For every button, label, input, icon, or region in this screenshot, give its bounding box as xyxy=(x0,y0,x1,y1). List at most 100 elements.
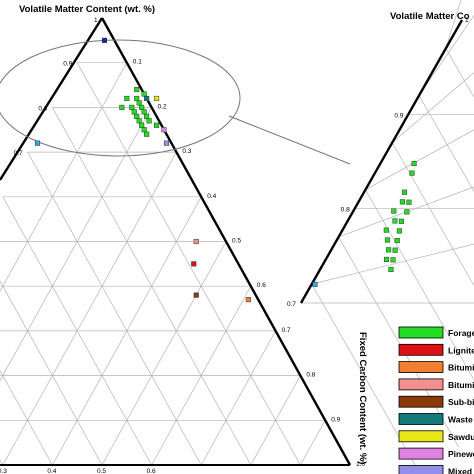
data-point xyxy=(34,140,41,146)
grid-line xyxy=(0,459,4,466)
zoom-data-point xyxy=(406,199,412,205)
data-point xyxy=(134,86,140,93)
data-point xyxy=(144,131,150,137)
zoom-grid-line xyxy=(365,189,474,381)
data-point xyxy=(245,297,251,303)
right-tick-label: 0.8 xyxy=(306,372,315,379)
zoom-grid-line xyxy=(418,95,474,193)
main-chart-title: Volatile Matter Content (wt. %) xyxy=(19,4,155,15)
zoom-grid-line xyxy=(338,236,459,448)
legend-label: Forage xyxy=(448,328,474,338)
legend-swatch xyxy=(398,378,444,391)
bottom-tick-label: 0.4 xyxy=(47,468,56,474)
zoom-grid xyxy=(301,0,474,474)
zoom-data-point xyxy=(383,227,389,233)
legend-swatch xyxy=(398,395,444,408)
left-tick-label: 0.9 xyxy=(63,61,72,68)
legend-label: Bitumin xyxy=(448,380,474,390)
data-point xyxy=(144,95,150,102)
zoom-triangle-frame xyxy=(299,19,464,304)
right-tick-label: 0.1 xyxy=(133,59,142,66)
zoom-data-point xyxy=(312,281,318,287)
grid-line xyxy=(2,151,177,466)
grid-line xyxy=(27,151,202,466)
data-point xyxy=(191,261,197,267)
data-point xyxy=(136,100,142,106)
bottom-tick-label: 0.6 xyxy=(147,468,156,474)
legend: Forage Lignite Bitumin Bitumin Sub-bit Waste S… xyxy=(398,326,474,474)
right-tick-label: 0.4 xyxy=(207,193,216,200)
zoom-grid-line xyxy=(392,72,474,143)
zoom-grid-line xyxy=(365,129,474,191)
zoom-data-point xyxy=(384,237,391,243)
bottom-tick-label: 0.5 xyxy=(97,468,106,474)
data-point xyxy=(129,104,135,110)
grid-line xyxy=(300,420,326,466)
right-tick-label: 0.6 xyxy=(257,282,266,289)
data-point xyxy=(136,118,142,124)
legend-swatch xyxy=(398,430,444,443)
zoom-data-point xyxy=(401,189,408,195)
zoom-data-point xyxy=(411,160,417,167)
zoom-left-tick-label: 0.9 xyxy=(394,112,403,119)
legend-swatch xyxy=(398,343,444,356)
grid-line xyxy=(0,280,103,466)
legend-swatch xyxy=(398,413,444,425)
data-point xyxy=(154,95,160,102)
right-tick-label: 0.7 xyxy=(282,327,291,334)
data-point xyxy=(134,95,140,102)
right-tick-label: 0.5 xyxy=(232,238,241,245)
data-point xyxy=(131,109,137,115)
legend-swatch xyxy=(398,447,444,460)
zoom-grid-line xyxy=(445,0,462,49)
zoom-data-point xyxy=(391,208,397,214)
legend-swatch xyxy=(398,326,444,339)
main-apex-label: 1 xyxy=(94,17,98,24)
main-grid xyxy=(0,62,350,466)
legend-label: Sawdu xyxy=(448,432,474,442)
main-tick-labels: 0.9 0.8 0.7 0.1 0.2 0.3 0.4 0.5 0.6 0.7 0.8 0.9 1.0 0… xyxy=(0,59,365,474)
bottom-tick-label: 0.3 xyxy=(0,468,7,474)
legend-label: Lignite xyxy=(448,345,474,355)
zoom-grid-line xyxy=(391,142,474,287)
legend-label: Waste xyxy=(448,415,473,425)
zoom-data-point xyxy=(390,257,396,263)
zoom-data-point xyxy=(398,218,405,224)
data-point xyxy=(101,37,108,43)
zoom-grid-line xyxy=(445,48,474,99)
left-tick-label: 0.7 xyxy=(14,150,23,157)
zoom-data-point xyxy=(383,256,390,262)
right-tick-label: 0.9 xyxy=(331,416,340,423)
data-point xyxy=(124,95,130,102)
right-tick-label: 0.2 xyxy=(158,103,167,110)
zoom-data-point xyxy=(404,209,410,215)
legend-label: Sub-bit xyxy=(448,397,474,407)
zoom-data-points xyxy=(312,160,417,287)
data-point xyxy=(146,118,152,124)
zoom-grid-line xyxy=(418,15,474,96)
left-tick-label: 0.8 xyxy=(38,105,47,112)
legend-label: Bitumin xyxy=(448,363,474,373)
data-point xyxy=(193,238,199,245)
zoom-region-ellipse xyxy=(0,39,241,157)
zoom-data-point xyxy=(386,247,392,253)
zoom-data-point xyxy=(392,218,398,224)
data-point xyxy=(134,113,140,119)
right-tick-label: 0.3 xyxy=(182,148,191,155)
zoom-data-point xyxy=(392,247,398,253)
legend-swatch xyxy=(398,464,444,474)
legend-label: Pinewo xyxy=(448,449,474,459)
zoom-tick-labels: 0.9 0.8 0.7 xyxy=(287,112,404,308)
grid-line xyxy=(0,62,128,292)
zoom-data-point xyxy=(409,170,415,176)
fixed-carbon-axis-label: Fixed Carbon Content (wt. %) xyxy=(357,332,368,464)
data-point xyxy=(139,122,145,128)
data-point xyxy=(141,127,147,133)
zoom-grid-line xyxy=(311,243,474,285)
legend-swatch xyxy=(398,361,444,374)
data-point xyxy=(154,122,160,128)
data-point xyxy=(141,109,147,115)
data-point xyxy=(161,127,167,133)
right-tick-label: 1.0 xyxy=(356,461,365,468)
